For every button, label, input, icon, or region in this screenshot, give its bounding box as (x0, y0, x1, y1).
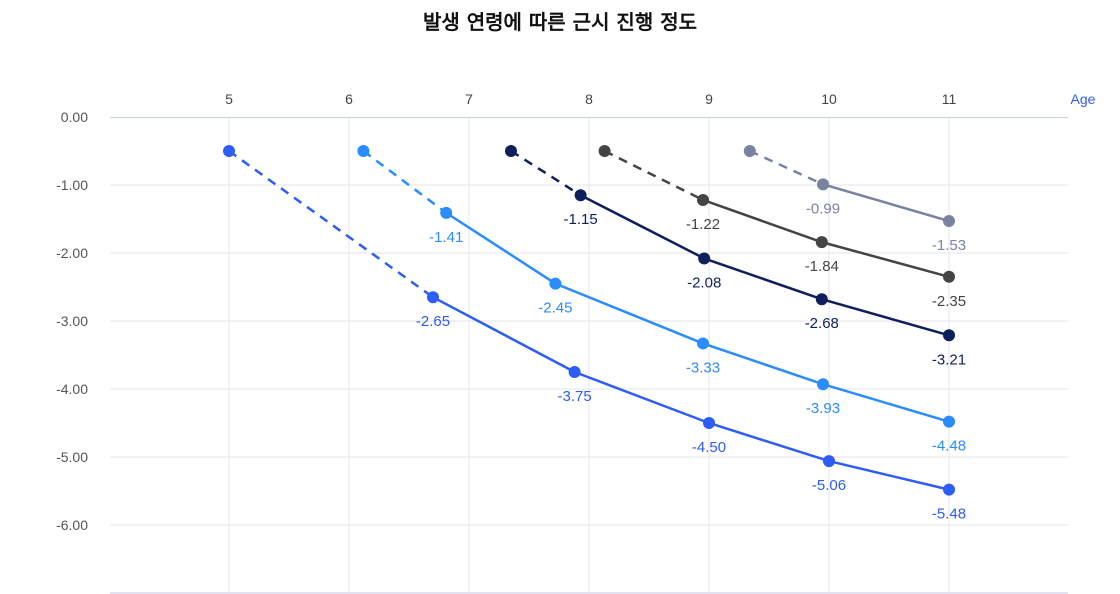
series-2-line (445, 211, 950, 423)
x-tick-label: 8 (585, 91, 593, 107)
series-3-data-label: -2.08 (687, 274, 721, 291)
series-4-point (815, 236, 828, 249)
series-2-point (817, 378, 829, 391)
y-tick-label: -3.00 (56, 313, 88, 329)
x-axis-label: Age (1071, 91, 1096, 107)
series-1-data-label: -5.48 (932, 506, 966, 523)
x-tick-label: 10 (821, 91, 837, 107)
series-1-line (432, 296, 950, 491)
series-2-point (440, 206, 453, 219)
series-2-data-label: -3.93 (806, 400, 840, 417)
series-5-point (817, 178, 829, 191)
series-1-data-label: -2.65 (416, 313, 450, 330)
y-tick-label: -4.00 (56, 381, 88, 397)
series-2-point (549, 277, 562, 290)
series-5-data-label: -0.99 (806, 200, 840, 217)
series-3-data-label: -2.68 (805, 315, 839, 332)
series-1-data-label: -4.50 (692, 439, 726, 456)
series-3-point (698, 252, 711, 265)
series-4-point (697, 193, 709, 206)
series-3-point (943, 329, 955, 342)
series-4-data-label: -1.84 (805, 258, 839, 275)
series-2-data-label: -1.41 (429, 229, 463, 246)
series-5-line (822, 183, 950, 223)
y-tick-label: -1.00 (56, 177, 88, 193)
y-tick-label: -6.00 (56, 517, 88, 533)
series-2-data-label: -3.33 (686, 359, 720, 376)
series-3-data-label: -1.15 (563, 211, 597, 228)
series-3-line (580, 194, 950, 337)
x-tick-label: 6 (345, 91, 353, 107)
series-1-point (823, 455, 835, 468)
series-5-onset-dashed-line (749, 149, 824, 186)
y-tick-label: -2.00 (56, 245, 88, 261)
series-2-onset-dashed-line (362, 149, 447, 214)
series-1-point (427, 291, 439, 304)
series-5-point (943, 215, 955, 228)
series-3-data-label: -3.21 (932, 351, 966, 368)
x-tick-label: 7 (465, 91, 473, 107)
series-3-point (815, 293, 828, 306)
series-5-onset-point (743, 145, 756, 157)
x-tick-label: 11 (942, 91, 957, 107)
series-4-onset-dashed-line (604, 149, 704, 202)
y-tick-label: 0.00 (61, 109, 88, 125)
series-2-data-label: -4.48 (932, 438, 966, 455)
series-2-data-label: -2.45 (538, 300, 572, 317)
series-4-onset-point (598, 145, 611, 157)
series-1-point (943, 483, 955, 496)
series-5-data-label: -1.53 (932, 237, 966, 254)
series-4-data-label: -2.35 (932, 293, 966, 310)
series-4-data-label: -1.22 (686, 216, 720, 233)
series-4-point (943, 270, 955, 283)
series-3-onset-dashed-line (510, 149, 582, 197)
series-1-point (703, 417, 715, 429)
series-3-point (574, 189, 587, 202)
x-tick-label: 9 (705, 91, 713, 107)
series-1-point (568, 366, 581, 378)
series-2-point (697, 337, 709, 350)
series-1-onset-dashed-line (228, 149, 434, 299)
series-1-onset-point (223, 145, 235, 157)
series-2-point (943, 415, 955, 428)
y-tick-label: -5.00 (56, 449, 88, 465)
series-2-onset-point (357, 145, 370, 157)
chart-title: 발생 연령에 따른 근시 진행 정도 (422, 10, 697, 34)
series-1-data-label: -5.06 (812, 477, 846, 494)
series-1-data-label: -3.75 (557, 388, 591, 405)
x-tick-label: 5 (225, 91, 233, 107)
series-3-onset-point (505, 145, 517, 157)
